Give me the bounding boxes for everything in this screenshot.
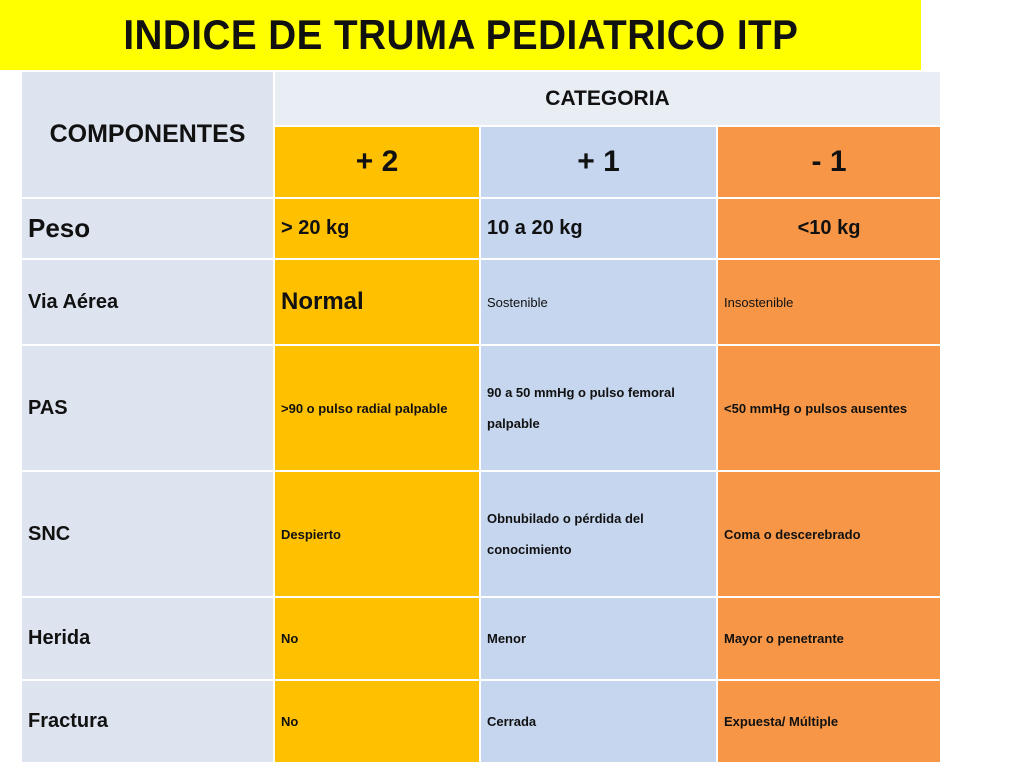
header-row-scores: + 2 + 1 - 1: [21, 125, 943, 199]
cell-plus1: 10 a 20 kg: [479, 197, 718, 260]
cell-minus1: <50 mmHg o pulsos ausentes: [715, 344, 943, 472]
cell-plus2: Normal: [273, 258, 481, 346]
cell-plus2: > 20 kg: [273, 197, 481, 260]
trauma-index-table: COMPONENTES CATEGORIA + 2 + 1 - 1 Peso >…: [20, 70, 943, 764]
cell-plus1: Sostenible: [479, 258, 718, 346]
title-banner: INDICE DE TRUMA PEDIATRICO ITP: [0, 0, 921, 70]
table-row: Fractura No Cerrada Expuesta/ Múltiple: [20, 679, 943, 764]
header-row-category: COMPONENTES CATEGORIA: [20, 70, 943, 199]
header-score-plus2: + 2: [273, 125, 481, 199]
table-row: Peso > 20 kg 10 a 20 kg <10 kg: [20, 197, 943, 260]
row-label-via-aerea: Via Aérea: [20, 258, 275, 346]
row-label-herida: Herida: [20, 596, 275, 681]
table-row: SNC Despierto Obnubilado o pérdida del c…: [20, 470, 943, 598]
row-label-fractura: Fractura: [20, 679, 275, 764]
header-categoria: CATEGORIA: [272, 70, 943, 127]
header-componentes: COMPONENTES: [20, 70, 275, 199]
cell-plus2: >90 o pulso radial palpable: [273, 344, 481, 472]
cell-minus1: Coma o descerebrado: [715, 470, 943, 598]
cell-plus1: Menor: [479, 596, 718, 681]
table-row: Herida No Menor Mayor o penetrante: [20, 596, 943, 681]
table-row: Via Aérea Normal Sostenible Insostenible: [20, 258, 943, 346]
row-label-pas: PAS: [20, 344, 275, 472]
table-row: PAS >90 o pulso radial palpable 90 a 50 …: [20, 344, 943, 472]
cell-minus1: Expuesta/ Múltiple: [715, 679, 943, 764]
cell-plus1: 90 a 50 mmHg o pulso femoral palpable: [479, 344, 718, 472]
cell-plus1: Cerrada: [479, 679, 718, 764]
header-score-minus1: - 1: [715, 125, 943, 199]
cell-plus1: Obnubilado o pérdida del conocimiento: [479, 470, 718, 598]
cell-plus2: No: [273, 679, 481, 764]
cell-minus1: Insostenible: [715, 258, 943, 346]
cell-plus2: No: [273, 596, 481, 681]
page-title: INDICE DE TRUMA PEDIATRICO ITP: [123, 11, 798, 58]
cell-minus1: Mayor o penetrante: [715, 596, 943, 681]
header-score-plus1: + 1: [479, 125, 718, 199]
row-label-peso: Peso: [20, 197, 275, 260]
row-label-snc: SNC: [20, 470, 275, 598]
cell-minus1: <10 kg: [715, 197, 943, 260]
cell-plus2: Despierto: [273, 470, 481, 598]
